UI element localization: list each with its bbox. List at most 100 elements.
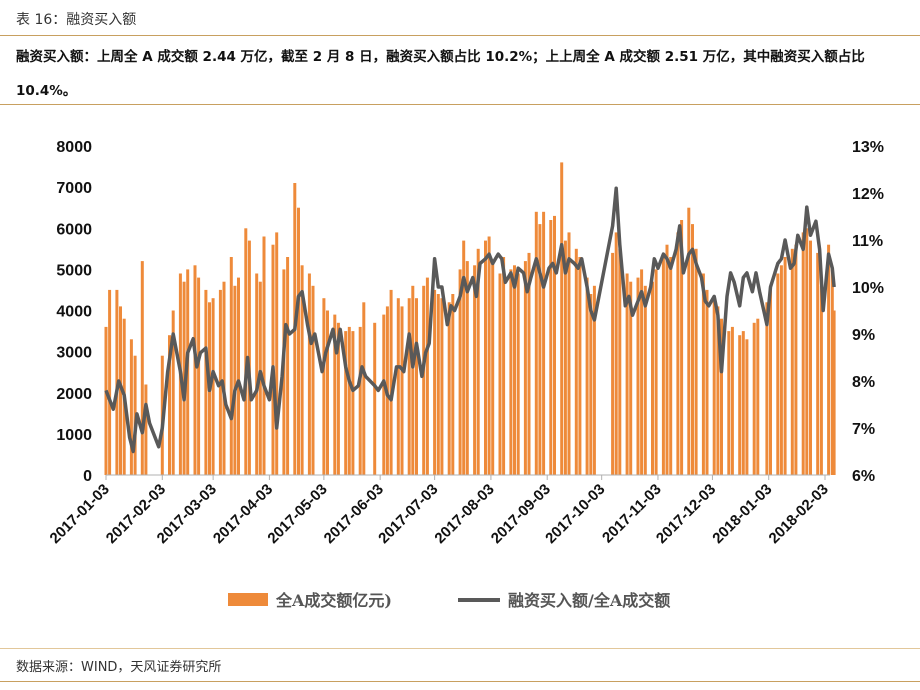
bar: [629, 281, 633, 475]
bar: [119, 306, 122, 475]
bar: [502, 257, 506, 475]
bar: [271, 244, 275, 475]
divider: [0, 681, 920, 682]
bar: [694, 248, 698, 475]
bar: [229, 257, 233, 475]
bar: [523, 261, 527, 475]
bar: [333, 314, 337, 475]
bar: [553, 215, 556, 475]
bar: [197, 277, 201, 475]
bar: [585, 277, 589, 475]
bar: [745, 339, 749, 475]
bar: [618, 248, 622, 475]
bar: [104, 326, 108, 475]
bar: [738, 335, 742, 475]
bar: [326, 310, 329, 475]
bar: [255, 273, 259, 475]
bar: [297, 207, 300, 475]
bar: [549, 220, 553, 475]
bar: [458, 269, 462, 475]
bar: [727, 331, 731, 475]
bar: [752, 322, 756, 475]
bar: [462, 240, 466, 475]
legend-label-bar: 全A成交额亿元): [275, 591, 392, 610]
bar: [651, 281, 654, 475]
bar: [816, 252, 820, 475]
bar: [827, 244, 831, 475]
bar: [705, 289, 709, 475]
bar: [433, 289, 437, 475]
bar: [487, 236, 491, 475]
line-series-margin-ratio: [104, 186, 836, 454]
bar: [790, 248, 794, 475]
bar: [592, 285, 596, 475]
bar: [484, 240, 487, 475]
bar: [351, 331, 355, 475]
bar: [108, 289, 112, 475]
bar: [168, 335, 171, 475]
bar: [262, 236, 266, 475]
bar: [275, 232, 279, 475]
bar: [129, 339, 133, 475]
bar: [311, 285, 315, 475]
report-header: 表 16：融资买入额: [0, 0, 920, 36]
x-tick-label: 2017-10-03: [542, 481, 608, 547]
bar: [237, 277, 240, 475]
bar: [769, 285, 772, 475]
bar: [756, 318, 760, 475]
bar: [720, 318, 723, 475]
bar: [307, 273, 311, 475]
bar: [476, 248, 480, 475]
legend-label-line: 融资买入额/全A成交额: [508, 591, 670, 610]
bar: [794, 244, 798, 475]
bar: [373, 322, 377, 475]
bar: [286, 257, 290, 475]
legend-swatch-bar: [228, 593, 268, 606]
y-left-tick-label: 0: [83, 468, 92, 485]
bar: [396, 298, 400, 475]
y-right-tick-label: 7%: [852, 421, 875, 438]
bar: [513, 265, 516, 475]
bar: [765, 302, 769, 475]
bar: [465, 261, 469, 475]
bar: [783, 257, 787, 475]
y-left-tick-label: 5000: [56, 262, 92, 279]
bar: [389, 289, 393, 475]
bar: [832, 310, 836, 475]
bar: [451, 294, 455, 475]
bar: [233, 285, 237, 475]
bar: [344, 331, 348, 475]
bar: [640, 269, 644, 475]
bar: [611, 252, 615, 475]
bar: [336, 322, 340, 475]
bar: [669, 257, 673, 475]
bar: [741, 331, 745, 475]
bar: [300, 265, 304, 475]
bar: [498, 273, 502, 475]
bar: [425, 277, 429, 475]
bar: [400, 306, 404, 475]
bar: [440, 298, 444, 475]
y-right-tick-label: 12%: [852, 186, 884, 203]
x-tick-label: 2017-08-03: [431, 481, 497, 547]
bar: [407, 298, 411, 475]
bar: [676, 232, 680, 475]
bar: [144, 384, 148, 475]
bar: [819, 285, 823, 475]
bar: [589, 294, 593, 475]
bar: [625, 273, 629, 475]
bar: [636, 277, 640, 475]
bar: [809, 240, 812, 475]
bar: [614, 232, 618, 475]
bar: [204, 289, 208, 475]
bar: [322, 298, 326, 475]
table-caption: 表 16：融资买入额: [16, 12, 137, 28]
bar: [247, 240, 251, 475]
bar: [805, 228, 809, 476]
bar: [563, 240, 567, 475]
bar: [516, 273, 520, 475]
bar: [776, 273, 780, 475]
bar: [171, 310, 175, 475]
divider: [0, 648, 920, 649]
y-left-tick-label: 4000: [56, 304, 92, 321]
